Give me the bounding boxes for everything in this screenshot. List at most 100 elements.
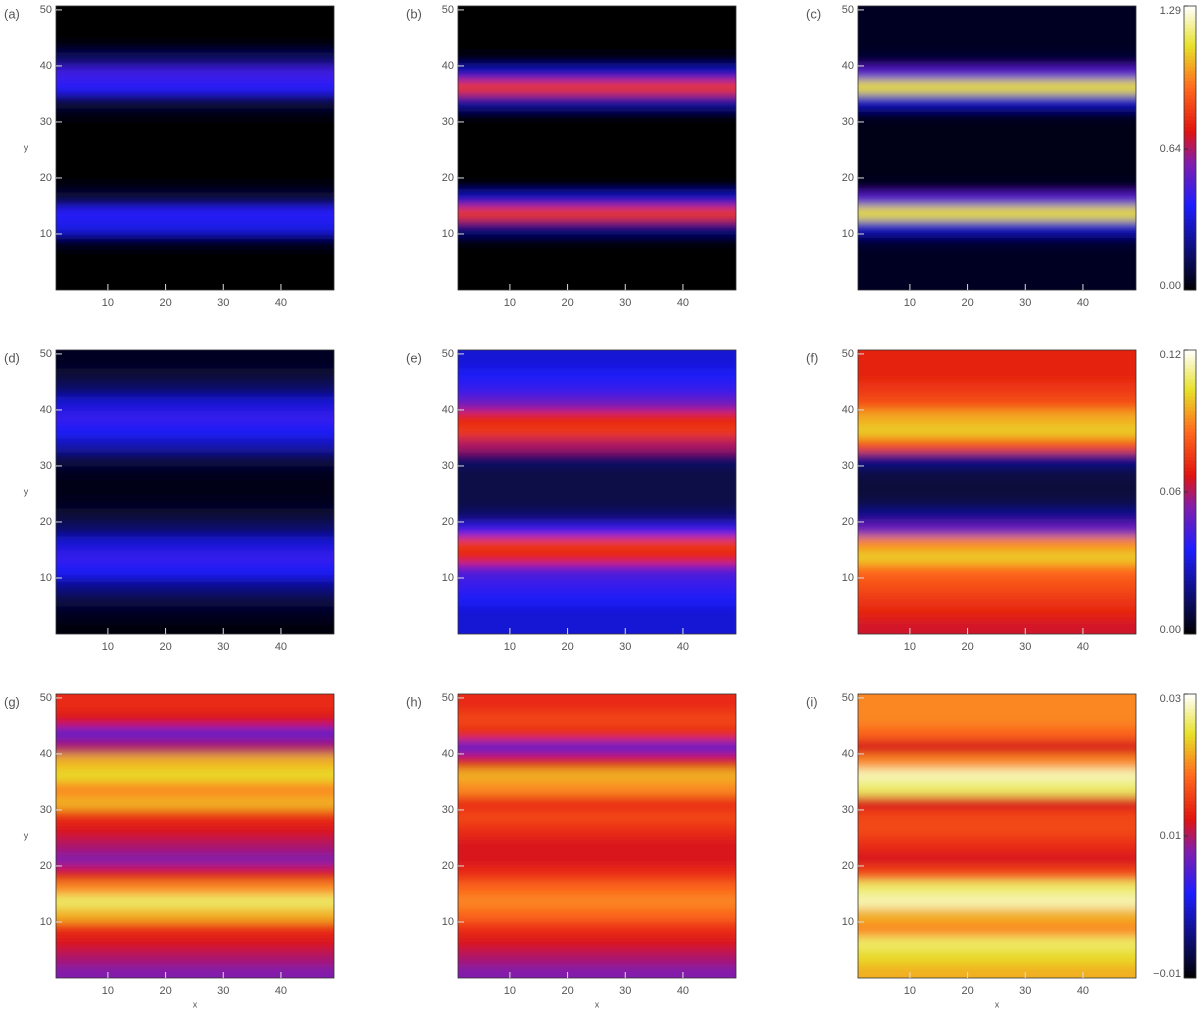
- y-tick-label: 30: [842, 460, 854, 472]
- colorbar-slice: [1184, 832, 1196, 837]
- colorbar-slice: [1184, 272, 1196, 277]
- colorbar-slice: [1184, 371, 1196, 376]
- colorbar-slice: [1184, 779, 1196, 784]
- panel-label: (i): [806, 694, 818, 709]
- heatmap-row: [858, 409, 1136, 425]
- y-axis-label: y: [24, 830, 29, 840]
- colorbar-slice: [1184, 793, 1196, 798]
- heatmap-row: [458, 479, 736, 495]
- x-tick-label: 10: [904, 297, 916, 309]
- heatmap-row: [858, 949, 1136, 965]
- x-axis-label: x: [595, 999, 600, 1009]
- heatmap-row: [858, 163, 1136, 179]
- colorbar-slice: [1184, 708, 1196, 713]
- heatmap-row: [458, 395, 736, 411]
- colorbar-slice: [1184, 570, 1196, 575]
- colorbar-slice: [1184, 580, 1196, 585]
- heatmap-panel: [858, 6, 1136, 290]
- y-tick-label: 50: [842, 348, 854, 360]
- colorbar-slice: [1184, 151, 1196, 156]
- heatmap-row: [858, 6, 1136, 25]
- heatmap-row: [458, 711, 736, 727]
- colorbar-slice: [1184, 101, 1196, 106]
- colorbar-slice: [1184, 410, 1196, 415]
- colorbar-slice: [1184, 871, 1196, 876]
- heatmap-row: [458, 549, 736, 565]
- heatmap-row: [458, 521, 736, 537]
- colorbar-slice: [1184, 417, 1196, 422]
- heatmap-row: [858, 921, 1136, 937]
- x-tick-label: 20: [961, 985, 973, 997]
- colorbar-slice: [1184, 509, 1196, 514]
- heatmap-row: [858, 219, 1136, 235]
- colorbar-slice: [1184, 140, 1196, 145]
- y-tick-label: 10: [442, 572, 454, 584]
- colorbar-slice: [1184, 864, 1196, 869]
- colorbar-slice: [1184, 275, 1196, 280]
- colorbar-slice: [1184, 250, 1196, 255]
- colorbar-slice: [1184, 548, 1196, 553]
- colorbar-slice: [1184, 179, 1196, 184]
- colorbar-slice: [1184, 630, 1196, 635]
- heatmap-row: [458, 6, 736, 25]
- heatmap-row: [56, 493, 334, 509]
- colorbar-slice: [1184, 392, 1196, 397]
- heatmap-row: [458, 261, 736, 277]
- heatmap-row: [858, 275, 1136, 290]
- x-axis-label: x: [193, 999, 198, 1009]
- colorbar-slice: [1184, 935, 1196, 940]
- heatmap-row: [458, 851, 736, 867]
- heatmap-row: [56, 535, 334, 551]
- colorbar-slice: [1184, 697, 1196, 702]
- colorbar-slice: [1184, 584, 1196, 589]
- heatmap-row: [56, 23, 334, 39]
- colorbar-slice: [1184, 55, 1196, 60]
- colorbar-slice: [1184, 928, 1196, 933]
- colorbar-slice: [1184, 77, 1196, 82]
- heatmap-row: [458, 51, 736, 67]
- heatmap-row: [56, 121, 334, 137]
- colorbar-slice: [1184, 452, 1196, 457]
- heatmap-row: [858, 893, 1136, 909]
- heatmap-row: [56, 247, 334, 263]
- colorbar-slice: [1184, 190, 1196, 195]
- colorbar-slice: [1184, 201, 1196, 206]
- heatmap-row: [858, 233, 1136, 249]
- colorbar-slice: [1184, 736, 1196, 741]
- x-tick-label: 40: [677, 985, 689, 997]
- colorbar-slice: [1184, 194, 1196, 199]
- colorbar-slice: [1184, 467, 1196, 472]
- colorbar-slice: [1184, 481, 1196, 486]
- colorbar-slice: [1184, 240, 1196, 245]
- colorbar-slice: [1184, 910, 1196, 915]
- colorbar-slice: [1184, 350, 1196, 355]
- colorbar-slice: [1184, 374, 1196, 379]
- heatmap-row: [56, 577, 334, 593]
- heatmap-row: [858, 767, 1136, 783]
- colorbar-slice: [1184, 243, 1196, 248]
- x-tick-label: 40: [1077, 985, 1089, 997]
- heatmap-row: [56, 521, 334, 537]
- y-tick-label: 20: [40, 860, 52, 872]
- colorbar-slice: [1184, 516, 1196, 521]
- colorbar-slice: [1184, 623, 1196, 628]
- heatmap-row: [858, 261, 1136, 277]
- colorbar-slice: [1184, 750, 1196, 755]
- heatmap-row: [458, 563, 736, 579]
- heatmap-row: [858, 823, 1136, 839]
- heatmap-row: [858, 367, 1136, 383]
- colorbar-slice: [1184, 23, 1196, 28]
- colorbar-slice: [1184, 48, 1196, 53]
- heatmap-row: [858, 549, 1136, 565]
- heatmap-row: [56, 135, 334, 151]
- x-tick-label: 20: [561, 985, 573, 997]
- heatmap-row: [458, 781, 736, 797]
- x-tick-label: 30: [1019, 641, 1031, 653]
- colorbar-slice: [1184, 41, 1196, 46]
- heatmap-row: [458, 65, 736, 81]
- heatmap-row: [858, 837, 1136, 853]
- colorbar-slice: [1184, 701, 1196, 706]
- y-tick-label: 40: [842, 60, 854, 72]
- colorbar-slice: [1184, 775, 1196, 780]
- colorbar-slice: [1184, 254, 1196, 259]
